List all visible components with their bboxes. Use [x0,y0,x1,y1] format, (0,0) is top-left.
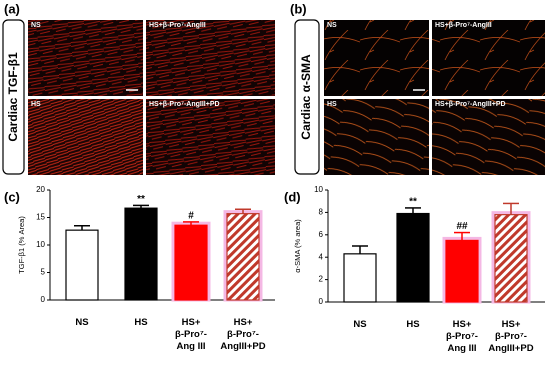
panel-label: (a) [4,1,20,16]
title-box [294,19,320,175]
bar [226,213,260,301]
image-label: HS+β-Pro⁷-AngIII [149,22,206,29]
label-line: HS+ [453,319,472,330]
image-label: HS [31,101,41,108]
label-line: β-Pro⁷- [446,331,478,342]
bar [174,224,208,301]
y-tick-label: 8 [319,208,324,217]
bar [494,214,528,303]
label-line: β-Pro⁷- [227,329,259,340]
image-label: HS+β-Pro⁷-AngIII [435,22,492,29]
bar [445,239,479,303]
y-tick-label: 0 [319,297,324,306]
annotation: ** [409,197,417,208]
annotation: ** [137,194,145,205]
micrograph [146,20,275,96]
y-axis-title: α-SMA (% area) [293,219,302,273]
label-line: NS [353,319,366,330]
y-axis-title: TGF-β1 (% Area) [17,216,26,274]
micrograph [324,20,429,96]
y-tick-label: 10 [314,185,323,194]
x-tick-label: HS+ β-Pro⁷-Ang III [446,319,478,354]
micrograph [432,20,545,96]
panel-title: Cardiac α-SMA [299,54,313,140]
label-line: HS+ [502,319,521,330]
y-tick-label: 2 [319,275,324,284]
label-line: β-Pro⁷- [175,329,207,340]
label-line: β-Pro⁷- [495,331,527,342]
label-line: AngIII+PD [488,343,533,354]
y-tick-label: 15 [36,213,45,222]
y-tick-label: 0 [41,295,46,304]
label-line: NS [75,317,88,328]
image-label: HS+β-Pro⁷-AngIII+PD [149,101,220,108]
image-label: NS [31,22,41,29]
panel-title: Cardiac TGF-β1 [6,52,20,142]
x-tick-label: NS [75,317,88,328]
y-tick-label: 6 [319,230,324,239]
x-tick-label: NS [353,319,366,330]
panel-label: (d) [284,189,301,204]
image-label: HS+β-Pro⁷-AngIII+PD [435,101,506,108]
title-box [2,19,25,175]
annotation: ## [456,221,468,232]
label-line: Ang III [176,341,205,352]
label-line: AngIII+PD [220,341,265,352]
image-label: HS [327,101,337,108]
label-line: HS [406,319,419,330]
micrograph [432,99,545,175]
panel-label: (c) [4,189,20,204]
micrograph [28,20,143,96]
x-tick-label: HS [134,317,147,328]
bar [396,212,430,303]
image-label: NS [327,22,337,29]
y-tick-label: 5 [41,268,46,277]
x-tick-label: HS+ β-Pro⁷-AngIII+PD [220,317,265,352]
bar [124,207,158,301]
label-line: Ang III [447,343,476,354]
bar [343,253,377,303]
panel-label: (b) [290,1,307,16]
micrograph [28,99,143,175]
micrograph [324,99,429,175]
micrograph [146,99,275,175]
x-tick-label: HS+ β-Pro⁷-Ang III [175,317,207,352]
y-tick-label: 10 [36,240,45,249]
x-tick-label: HS+ β-Pro⁷-AngIII+PD [488,319,533,354]
label-line: HS [134,317,147,328]
bar [65,229,99,301]
label-line: HS+ [182,317,201,328]
y-tick-label: 20 [36,185,45,194]
label-line: HS+ [234,317,253,328]
annotation: # [188,211,194,222]
x-tick-label: HS [406,319,419,330]
y-tick-label: 4 [319,252,324,261]
